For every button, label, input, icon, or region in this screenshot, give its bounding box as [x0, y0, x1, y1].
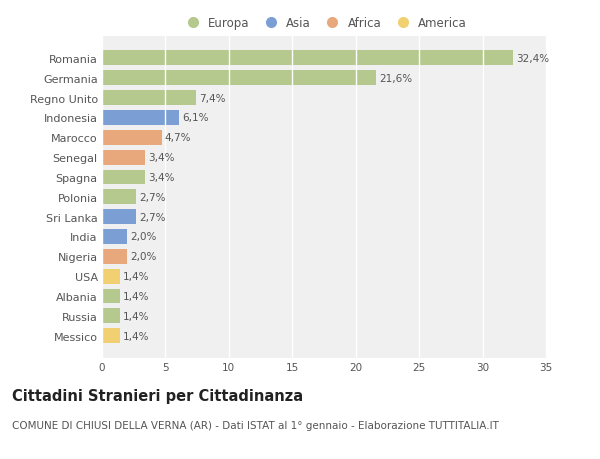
Text: 2,7%: 2,7%: [139, 212, 166, 222]
Text: 7,4%: 7,4%: [199, 93, 226, 103]
Text: COMUNE DI CHIUSI DELLA VERNA (AR) - Dati ISTAT al 1° gennaio - Elaborazione TUTT: COMUNE DI CHIUSI DELLA VERNA (AR) - Dati…: [12, 420, 499, 430]
Text: 1,4%: 1,4%: [123, 311, 149, 321]
Legend: Europa, Asia, Africa, America: Europa, Asia, Africa, America: [181, 17, 467, 30]
Text: 6,1%: 6,1%: [182, 113, 209, 123]
Bar: [102, 210, 136, 224]
Bar: [102, 130, 161, 146]
Bar: [102, 51, 513, 66]
Bar: [102, 111, 179, 126]
Bar: [102, 289, 120, 304]
Text: 4,7%: 4,7%: [165, 133, 191, 143]
Bar: [102, 329, 120, 343]
Bar: [102, 151, 145, 165]
Text: 1,4%: 1,4%: [123, 291, 149, 302]
Bar: [102, 309, 120, 324]
Bar: [102, 170, 145, 185]
Text: 2,7%: 2,7%: [139, 192, 166, 202]
Bar: [102, 71, 376, 86]
Text: Cittadini Stranieri per Cittadinanza: Cittadini Stranieri per Cittadinanza: [12, 388, 303, 403]
Bar: [102, 190, 136, 205]
Text: 1,4%: 1,4%: [123, 272, 149, 281]
Bar: [102, 269, 120, 284]
Bar: [102, 91, 196, 106]
Text: 1,4%: 1,4%: [123, 331, 149, 341]
Text: 21,6%: 21,6%: [379, 73, 412, 84]
Bar: [102, 230, 127, 244]
Text: 32,4%: 32,4%: [516, 54, 550, 64]
Text: 2,0%: 2,0%: [131, 252, 157, 262]
Text: 2,0%: 2,0%: [131, 232, 157, 242]
Bar: [102, 249, 127, 264]
Text: 3,4%: 3,4%: [148, 153, 175, 163]
Text: 3,4%: 3,4%: [148, 173, 175, 183]
